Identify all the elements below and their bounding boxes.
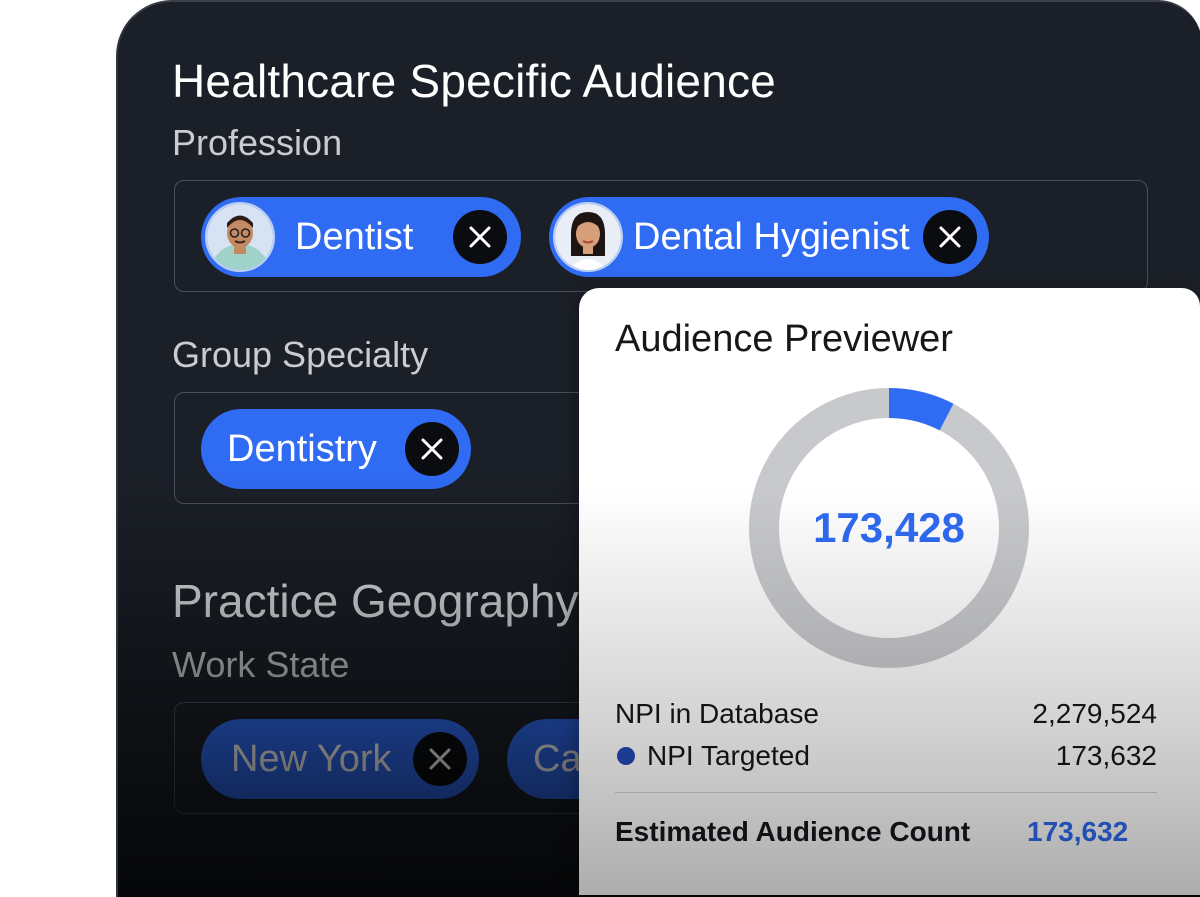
dentist-avatar <box>205 202 275 272</box>
chip-label: Dentist <box>295 215 414 258</box>
chip-dentist: Dentist <box>201 197 521 277</box>
divider <box>615 792 1157 793</box>
profession-field[interactable]: Dentist Dental Hygienist <box>174 180 1148 292</box>
npi-database-label: NPI in Database <box>615 698 819 729</box>
chip-new-york: New York <box>201 719 479 799</box>
dot-icon <box>617 747 635 765</box>
chip-dentistry: Dentistry <box>201 409 471 489</box>
profession-label: Profession <box>172 122 343 163</box>
audience-donut: 173,428 <box>749 388 1029 668</box>
chip-dental-hygienist: Dental Hygienist <box>549 197 989 277</box>
audience-previewer: Audience Previewer 173,428 NPI in Databa… <box>579 288 1200 895</box>
page-title: Healthcare Specific Audience <box>172 55 776 107</box>
hygienist-avatar <box>553 202 623 272</box>
npi-database-value: 2,279,524 <box>1032 698 1157 729</box>
close-icon[interactable] <box>923 210 977 264</box>
close-icon[interactable] <box>405 422 459 476</box>
estimated-label: Estimated Audience Count <box>615 816 971 847</box>
geography-title: Practice Geography <box>172 575 579 627</box>
donut-value: 173,428 <box>813 504 965 551</box>
chip-label: Ca <box>533 737 582 780</box>
chip-label: Dental Hygienist <box>633 215 910 258</box>
chip-label: Dentistry <box>227 427 377 470</box>
close-icon[interactable] <box>413 732 467 786</box>
npi-targeted-label: NPI Targeted <box>647 740 810 771</box>
close-icon[interactable] <box>453 210 507 264</box>
npi-targeted-row: NPI Targeted <box>617 740 810 772</box>
donut-segment <box>749 388 1029 668</box>
npi-targeted-value: 173,632 <box>1055 740 1157 771</box>
work-state-label: Work State <box>172 644 350 685</box>
estimated-value: 173,632 <box>1027 816 1129 847</box>
previewer-title: Audience Previewer <box>615 318 953 360</box>
chip-label: New York <box>231 737 392 780</box>
specialty-label: Group Specialty <box>172 334 429 375</box>
